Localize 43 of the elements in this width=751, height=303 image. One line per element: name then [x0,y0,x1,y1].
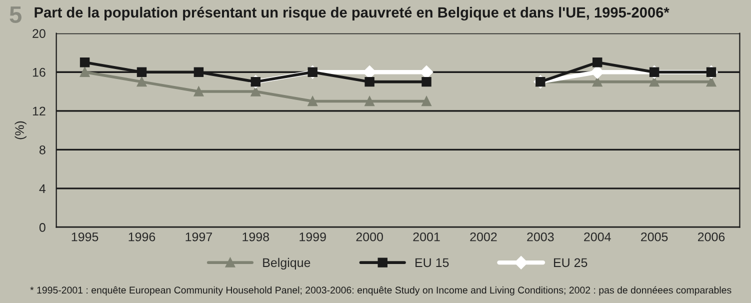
point [80,67,90,77]
point [649,76,660,87]
y-tick-label: 0 [39,223,46,232]
x-tick-label: 2005 [641,232,668,242]
x-tick-label: 2004 [584,232,611,242]
legend-label: Belgique [263,258,310,270]
y-tick-label: 4 [39,184,46,193]
y-tick-label: 16 [32,68,46,77]
point [136,76,147,87]
point [194,67,204,77]
point [364,96,374,106]
x-tick-label: 2002 [470,232,497,242]
x-tick-label: 2000 [356,232,383,242]
point [136,67,147,77]
text: * 1995-2001 : enquête European Community Household Panel; 2003-2006: enquête Study on Income and Living Conditions; 2002 : pas de donnéees comparables [30,286,732,296]
x-tick-label: 1999 [300,232,326,242]
x-tick-label: 1998 [242,232,270,242]
point [194,86,204,96]
point [706,76,716,87]
legend-label: EU 25 [554,258,588,268]
x-tick-label: 2001 [413,232,440,242]
x-tick-label: 2003 [527,232,554,242]
y-tick-label: 8 [40,145,46,154]
point [362,66,376,79]
point [590,66,604,79]
point [80,58,90,68]
legend-label: EU 15 [416,258,449,268]
chart-title: Part de la population présentant un risque de pauvreté en Belgique et dans l'UE, 1995-2006* [34,6,670,21]
x-tick-label: 2006 [698,232,725,242]
point [592,58,602,68]
x-tick-label: 1997 [186,232,212,242]
y-axis-title: (%) [14,121,26,140]
y-tick-label: 12 [32,106,46,116]
point [250,86,261,96]
point [592,76,602,87]
point [422,96,432,106]
point [308,96,318,106]
x-tick-label: 1995 [72,232,98,242]
point [364,76,374,87]
y-tick-label: 20 [32,29,46,38]
x-tick-label: 1996 [128,232,156,242]
point [420,66,434,79]
point [422,76,432,87]
